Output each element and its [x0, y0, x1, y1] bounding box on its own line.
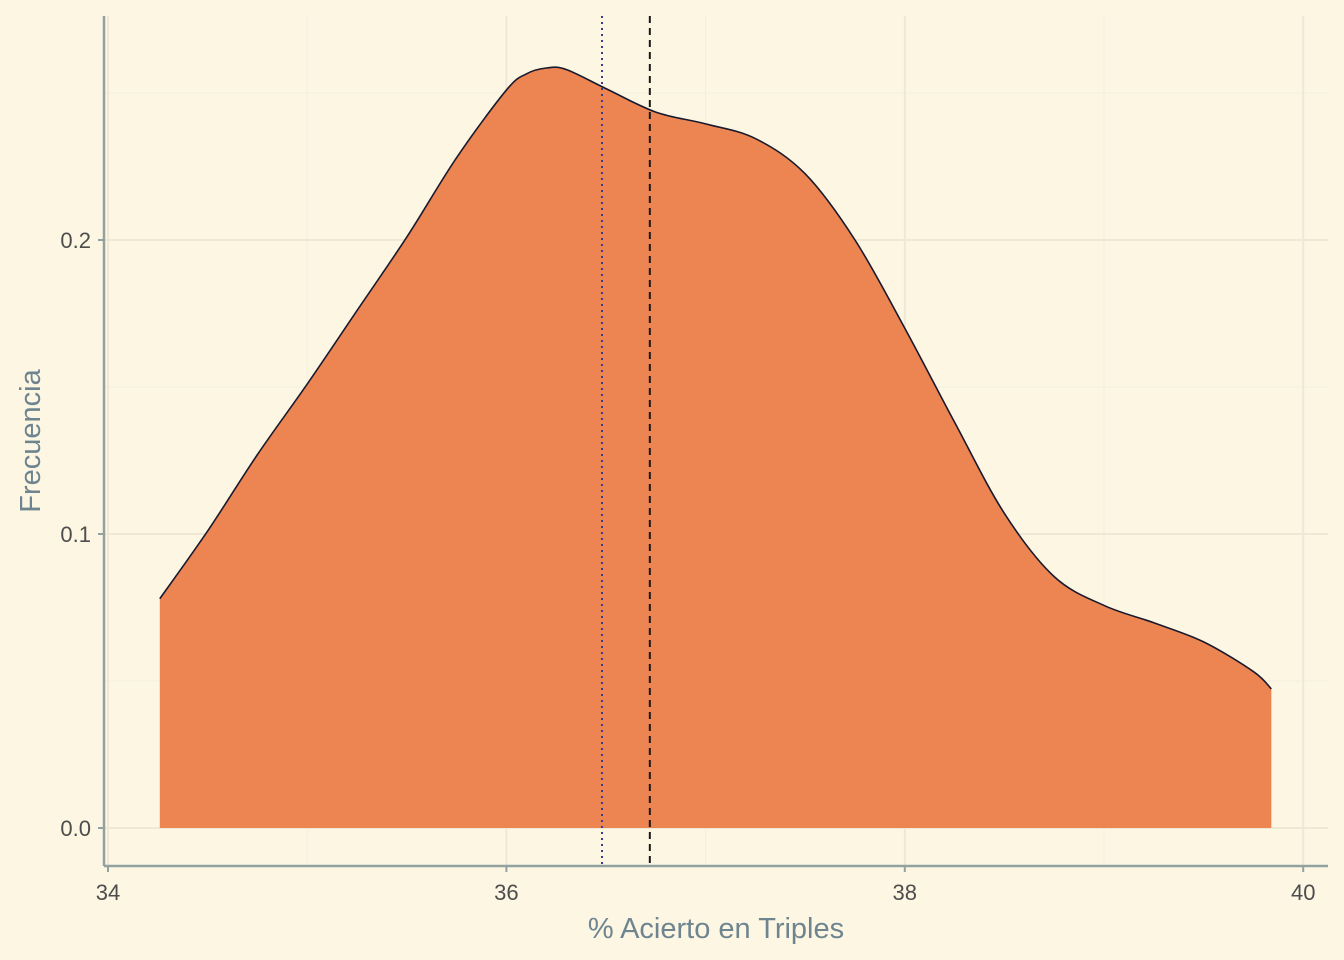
density-area: [159, 67, 1272, 829]
x-tick-label: 38: [893, 880, 917, 905]
x-tick-label: 36: [494, 880, 518, 905]
y-tick-label: 0.2: [60, 228, 91, 253]
y-tick-label: 0.1: [60, 522, 91, 547]
density-curve: [159, 66, 1272, 690]
x-tick-label: 40: [1291, 880, 1315, 905]
x-axis-title: % Acierto en Triples: [588, 913, 844, 945]
x-tick-label: 34: [96, 880, 120, 905]
tick-labels: 34 36 38 40 0.0 0.1 0.2: [60, 228, 1315, 905]
y-tick-label: 0.0: [60, 816, 91, 841]
y-axis-title: Frecuencia: [15, 368, 47, 512]
density-marks: [159, 16, 1272, 866]
axes: [102, 16, 1328, 868]
